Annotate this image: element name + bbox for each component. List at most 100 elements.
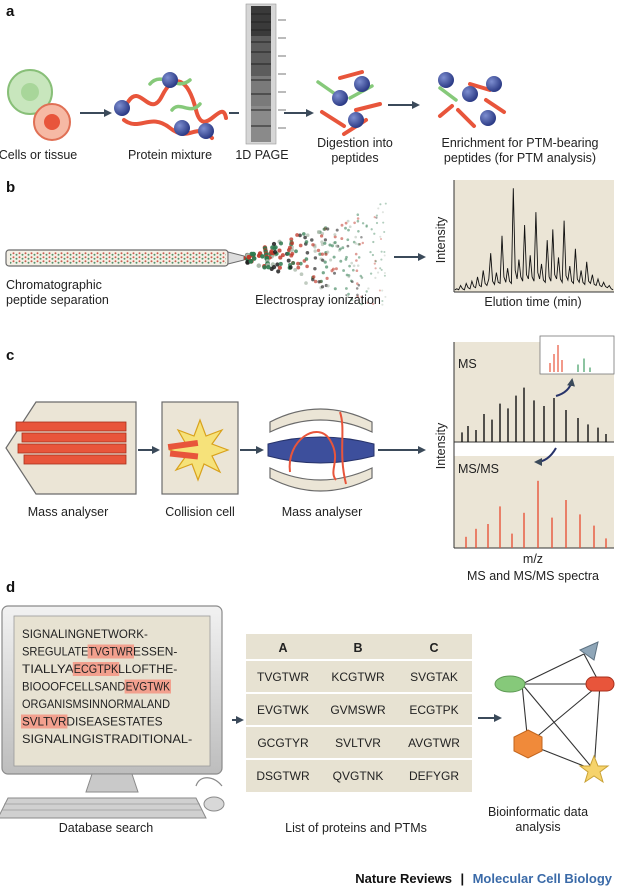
spray-droplet: [340, 237, 344, 241]
label-cells-or-tissue: Cells or tissue: [0, 148, 77, 162]
spray-droplet: [262, 265, 267, 270]
spray-droplet: [299, 272, 304, 277]
spray-droplet: [316, 248, 321, 253]
spray-droplet: [369, 250, 372, 254]
spray-droplet: [311, 275, 316, 279]
spray-droplet: [319, 279, 323, 284]
spray-droplet: [326, 227, 330, 231]
table-header-b: B: [353, 641, 362, 655]
spray-droplet: [378, 289, 381, 292]
journal-subject: Molecular Cell Biology: [473, 871, 613, 886]
spray-droplet: [356, 282, 359, 285]
spray-droplet: [348, 225, 352, 229]
spray-droplet: [304, 281, 308, 285]
journal-name: Nature Reviews: [355, 871, 452, 886]
spray-droplet: [260, 254, 265, 259]
spray-droplet: [354, 252, 358, 256]
spray-droplet: [357, 283, 361, 287]
table-header-a: A: [278, 641, 287, 655]
spray-droplet: [298, 243, 303, 248]
spray-droplet: [379, 237, 383, 241]
table-cell: SVLTVR: [335, 736, 381, 750]
spray-droplet: [289, 237, 294, 242]
spray-droplet: [353, 221, 356, 225]
label-msms: MS/MS: [458, 462, 499, 476]
spray-droplet: [246, 254, 252, 260]
screen-peptide: EVGTWK: [126, 680, 170, 694]
spray-droplet: [355, 259, 358, 262]
spray-droplet: [383, 230, 386, 234]
spray-droplet: [355, 269, 359, 272]
spray-droplet: [333, 235, 337, 239]
spray-droplet: [365, 290, 368, 293]
panel-letter-a: a: [6, 3, 15, 20]
spray-droplet: [286, 251, 291, 256]
spray-droplet: [374, 276, 377, 280]
spray-droplet: [344, 226, 347, 230]
chromatography-column: [5, 249, 245, 267]
panel-d: d SIGNALINGNETWORK-SREGULATE TVGTWR ESSEN-…: [0, 579, 615, 835]
spray-droplet: [360, 295, 363, 299]
screen-text: SIGNALINGISTRADITIONAL-: [22, 732, 192, 746]
spray-droplet: [346, 238, 350, 242]
spray-droplet: [383, 274, 386, 277]
table-cell: QVGTNK: [333, 769, 384, 783]
spray-droplet: [291, 261, 296, 266]
spray-droplet: [345, 287, 348, 290]
collision-burst-icon: [168, 418, 230, 482]
spray-droplet: [384, 202, 387, 205]
spray-droplet: [251, 251, 257, 257]
spray-droplet: [356, 217, 360, 220]
spray-droplet: [366, 301, 369, 304]
spray-droplet: [354, 235, 358, 239]
spray-droplet: [383, 271, 386, 275]
spray-droplet: [287, 245, 292, 250]
screen-text: ESSEN-: [133, 645, 177, 659]
zoom-arrow: [555, 378, 575, 397]
screen-sequence-text: SIGNALINGNETWORK- SREGULATE TVGTWR ESSEN- TI…: [21, 627, 192, 746]
spray-droplet: [298, 233, 302, 238]
spray-droplet: [350, 298, 354, 301]
spray-droplet: [381, 299, 384, 303]
spray-droplet: [370, 228, 373, 231]
spectra-y-label: Intensity: [434, 422, 448, 469]
spray-droplet: [313, 266, 317, 271]
screen-text: SREGULATE: [22, 645, 89, 659]
spray-droplet: [296, 261, 300, 266]
spray-droplet: [355, 287, 359, 290]
spray-droplet: [341, 246, 345, 250]
spray-droplet: [357, 230, 360, 233]
spray-droplet: [339, 259, 343, 263]
spray-droplet: [324, 252, 328, 256]
label-digestion-line2: peptides: [331, 151, 378, 165]
footer: Nature Reviews | Molecular Cell Biology: [355, 871, 613, 886]
spray-droplet: [373, 262, 376, 265]
table-header-c: C: [429, 641, 438, 655]
spray-droplet: [369, 272, 373, 275]
spray-droplet: [330, 244, 334, 248]
spray-droplet: [320, 252, 325, 256]
spray-droplet: [346, 295, 350, 298]
network-diagram: [494, 641, 615, 784]
label-collision-cell: Collision cell: [165, 505, 234, 519]
label-ms: MS: [458, 357, 477, 371]
spray-droplet: [277, 265, 282, 270]
spray-droplet: [357, 256, 361, 259]
table-cell: SVGTAK: [410, 670, 458, 684]
panel-letter-c: c: [6, 347, 14, 364]
spray-droplet: [325, 265, 329, 269]
spray-droplet: [356, 219, 360, 223]
spray-droplet: [358, 243, 362, 246]
screen-text: DISEASESTATES: [66, 715, 162, 729]
screen-text: BIOOOFCELLSAND: [22, 680, 126, 694]
spray-droplet: [251, 256, 257, 261]
mass-analyser-1: [5, 401, 137, 495]
spray-droplet: [377, 207, 380, 210]
label-electrospray: Electrospray ionization: [255, 293, 381, 307]
spray-droplet: [278, 261, 283, 266]
label-database-search: Database search: [59, 821, 154, 835]
spray-droplet: [373, 232, 376, 235]
peptide-highlight: [21, 714, 68, 729]
digestion-illustration: [316, 70, 382, 136]
spray-droplet: [347, 228, 350, 232]
